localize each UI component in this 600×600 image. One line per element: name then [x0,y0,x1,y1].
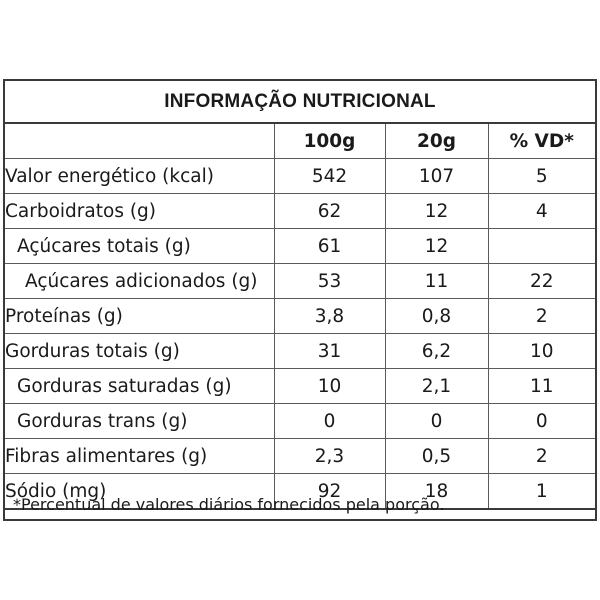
nutrient-label: Valor energético (kcal) [5,158,275,194]
value-daily-value: 5 [487,158,595,194]
value-per-20g: 0,5 [384,438,489,474]
value-per-100g: 2,3 [273,438,386,474]
value-per-100g: 3,8 [273,298,386,334]
header-daily-value: % VD* [487,124,595,159]
value-daily-value: 2 [487,438,595,474]
value-per-100g: 92 [273,473,386,510]
value-per-20g: 12 [384,193,489,229]
value-per-20g: 18 [384,473,489,510]
value-per-20g: 12 [384,228,489,264]
value-per-20g: 107 [384,158,489,194]
header-per-20g: 20g [384,124,489,159]
panel-title: INFORMAÇÃO NUTRICIONAL [5,81,595,124]
header-nutrient [5,124,275,159]
header-per-100g: 100g [273,124,386,159]
value-per-20g: 2,1 [384,368,489,404]
daily-value-footnote: *Percentual de valores diários fornecido… [13,495,445,514]
value-daily-value: 2 [487,298,595,334]
value-daily-value: 1 [487,473,595,510]
value-per-100g: 53 [273,263,386,299]
value-daily-value: 22 [487,263,595,299]
value-daily-value: 11 [487,368,595,404]
table-row: Gorduras saturadas (g) 10 2,1 11 [5,368,595,404]
nutrient-label: Proteínas (g) [5,298,275,334]
table-row: Gorduras trans (g) 0 0 0 [5,403,595,439]
nutrient-label: Gorduras totais (g) [5,333,275,369]
table-row: Fibras alimentares (g) 2,3 0,5 2 [5,438,595,474]
table-row: Gorduras totais (g) 31 6,2 10 [5,333,595,369]
value-per-100g: 10 [273,368,386,404]
table-row: Açúcares adicionados (g) 53 11 22 [5,263,595,299]
value-per-20g: 0,8 [384,298,489,334]
nutrient-label: Carboidratos (g) [5,193,275,229]
value-per-100g: 31 [273,333,386,369]
nutrient-label: Gorduras saturadas (g) [5,368,275,404]
value-per-100g: 0 [273,403,386,439]
table-row: Sódio (mg) 92 18 1 [5,473,595,510]
nutrient-label: Fibras alimentares (g) [5,438,275,474]
value-per-100g: 61 [273,228,386,264]
nutrient-label: Gorduras trans (g) [5,403,275,439]
value-per-20g: 11 [384,263,489,299]
nutrition-table: 100g 20g % VD* Valor energético (kcal) 5… [5,124,595,510]
nutrition-facts-panel: INFORMAÇÃO NUTRICIONAL 100g 20g % VD* Va… [3,79,597,521]
nutrient-label: Sódio (mg) [5,473,275,510]
table-row: Valor energético (kcal) 542 107 5 [5,158,595,194]
value-per-100g: 62 [273,193,386,229]
table-row: Açúcares totais (g) 61 12 [5,228,595,264]
value-daily-value: 4 [487,193,595,229]
value-per-20g: 6,2 [384,333,489,369]
value-per-100g: 542 [273,158,386,194]
value-daily-value [487,228,595,264]
table-row: Proteínas (g) 3,8 0,8 2 [5,298,595,334]
table-header-row: 100g 20g % VD* [5,124,595,159]
nutrient-label: Açúcares totais (g) [5,228,275,264]
nutrient-label: Açúcares adicionados (g) [5,263,275,299]
value-per-20g: 0 [384,403,489,439]
value-daily-value: 0 [487,403,595,439]
table-row: Carboidratos (g) 62 12 4 [5,193,595,229]
value-daily-value: 10 [487,333,595,369]
